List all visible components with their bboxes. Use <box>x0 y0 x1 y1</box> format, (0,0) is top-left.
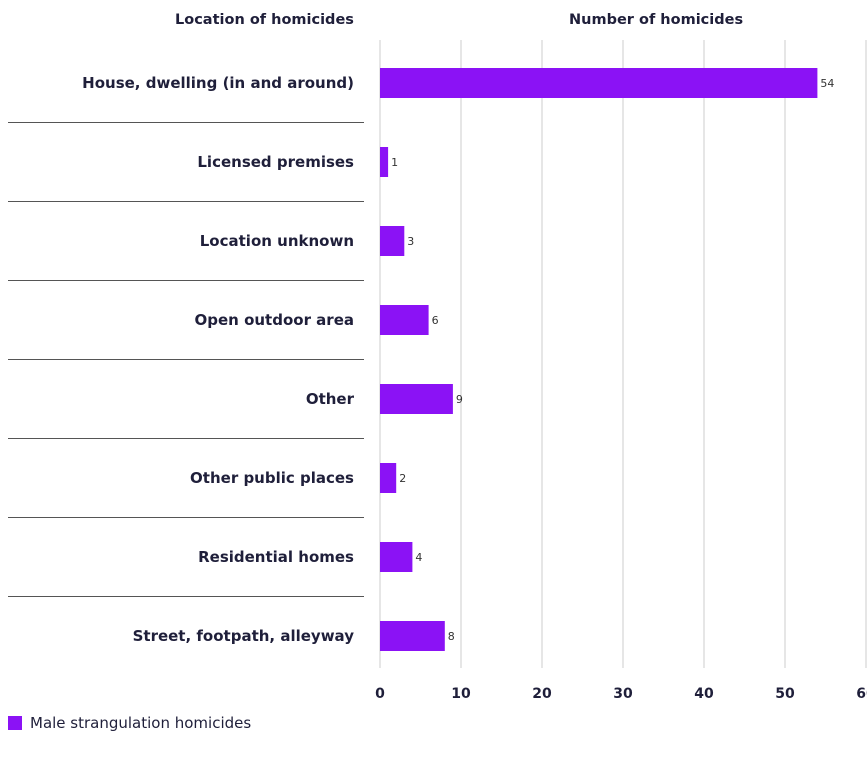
x-tick-label: 60 <box>856 686 867 700</box>
data-label: 3 <box>407 235 414 248</box>
category-label: Street, footpath, alleyway <box>133 627 355 645</box>
legend: Male strangulation homicides <box>8 714 251 732</box>
bar <box>380 68 818 98</box>
bar-chart: 0 10 20 30 40 50 60 House, dwelling (in and aro… <box>8 40 867 700</box>
x-tick-label: 20 <box>532 686 552 700</box>
x-tick-label: 50 <box>775 686 795 700</box>
category-axis-title: Location of homicides <box>175 12 354 28</box>
data-label: 54 <box>820 77 834 90</box>
data-label: 4 <box>415 551 422 564</box>
category-label: Other <box>306 390 355 408</box>
x-tick-label: 10 <box>451 686 471 700</box>
category-label: House, dwelling (in and around) <box>82 74 354 92</box>
category-label: Other public places <box>190 469 354 487</box>
bar <box>380 147 389 177</box>
category-label: Open outdoor area <box>195 311 355 329</box>
legend-swatch <box>8 716 22 730</box>
x-tick-label: 40 <box>694 686 714 700</box>
bar <box>380 226 405 256</box>
data-label: 1 <box>391 156 398 169</box>
category-label: Residential homes <box>198 548 354 566</box>
x-tick-label: 0 <box>375 686 385 700</box>
bar <box>380 305 429 335</box>
category-label: Location unknown <box>200 232 354 250</box>
data-label: 6 <box>432 314 439 327</box>
data-label: 2 <box>399 472 406 485</box>
x-tick-label: 30 <box>613 686 633 700</box>
value-axis-title: Number of homicides <box>569 12 744 28</box>
data-label: 9 <box>456 393 463 406</box>
data-label: 8 <box>448 630 455 643</box>
legend-label: Male strangulation homicides <box>30 714 252 732</box>
bar <box>380 384 453 414</box>
bar <box>380 621 445 651</box>
bar <box>380 542 413 572</box>
bar <box>380 463 397 493</box>
category-label: Licensed premises <box>197 153 354 171</box>
